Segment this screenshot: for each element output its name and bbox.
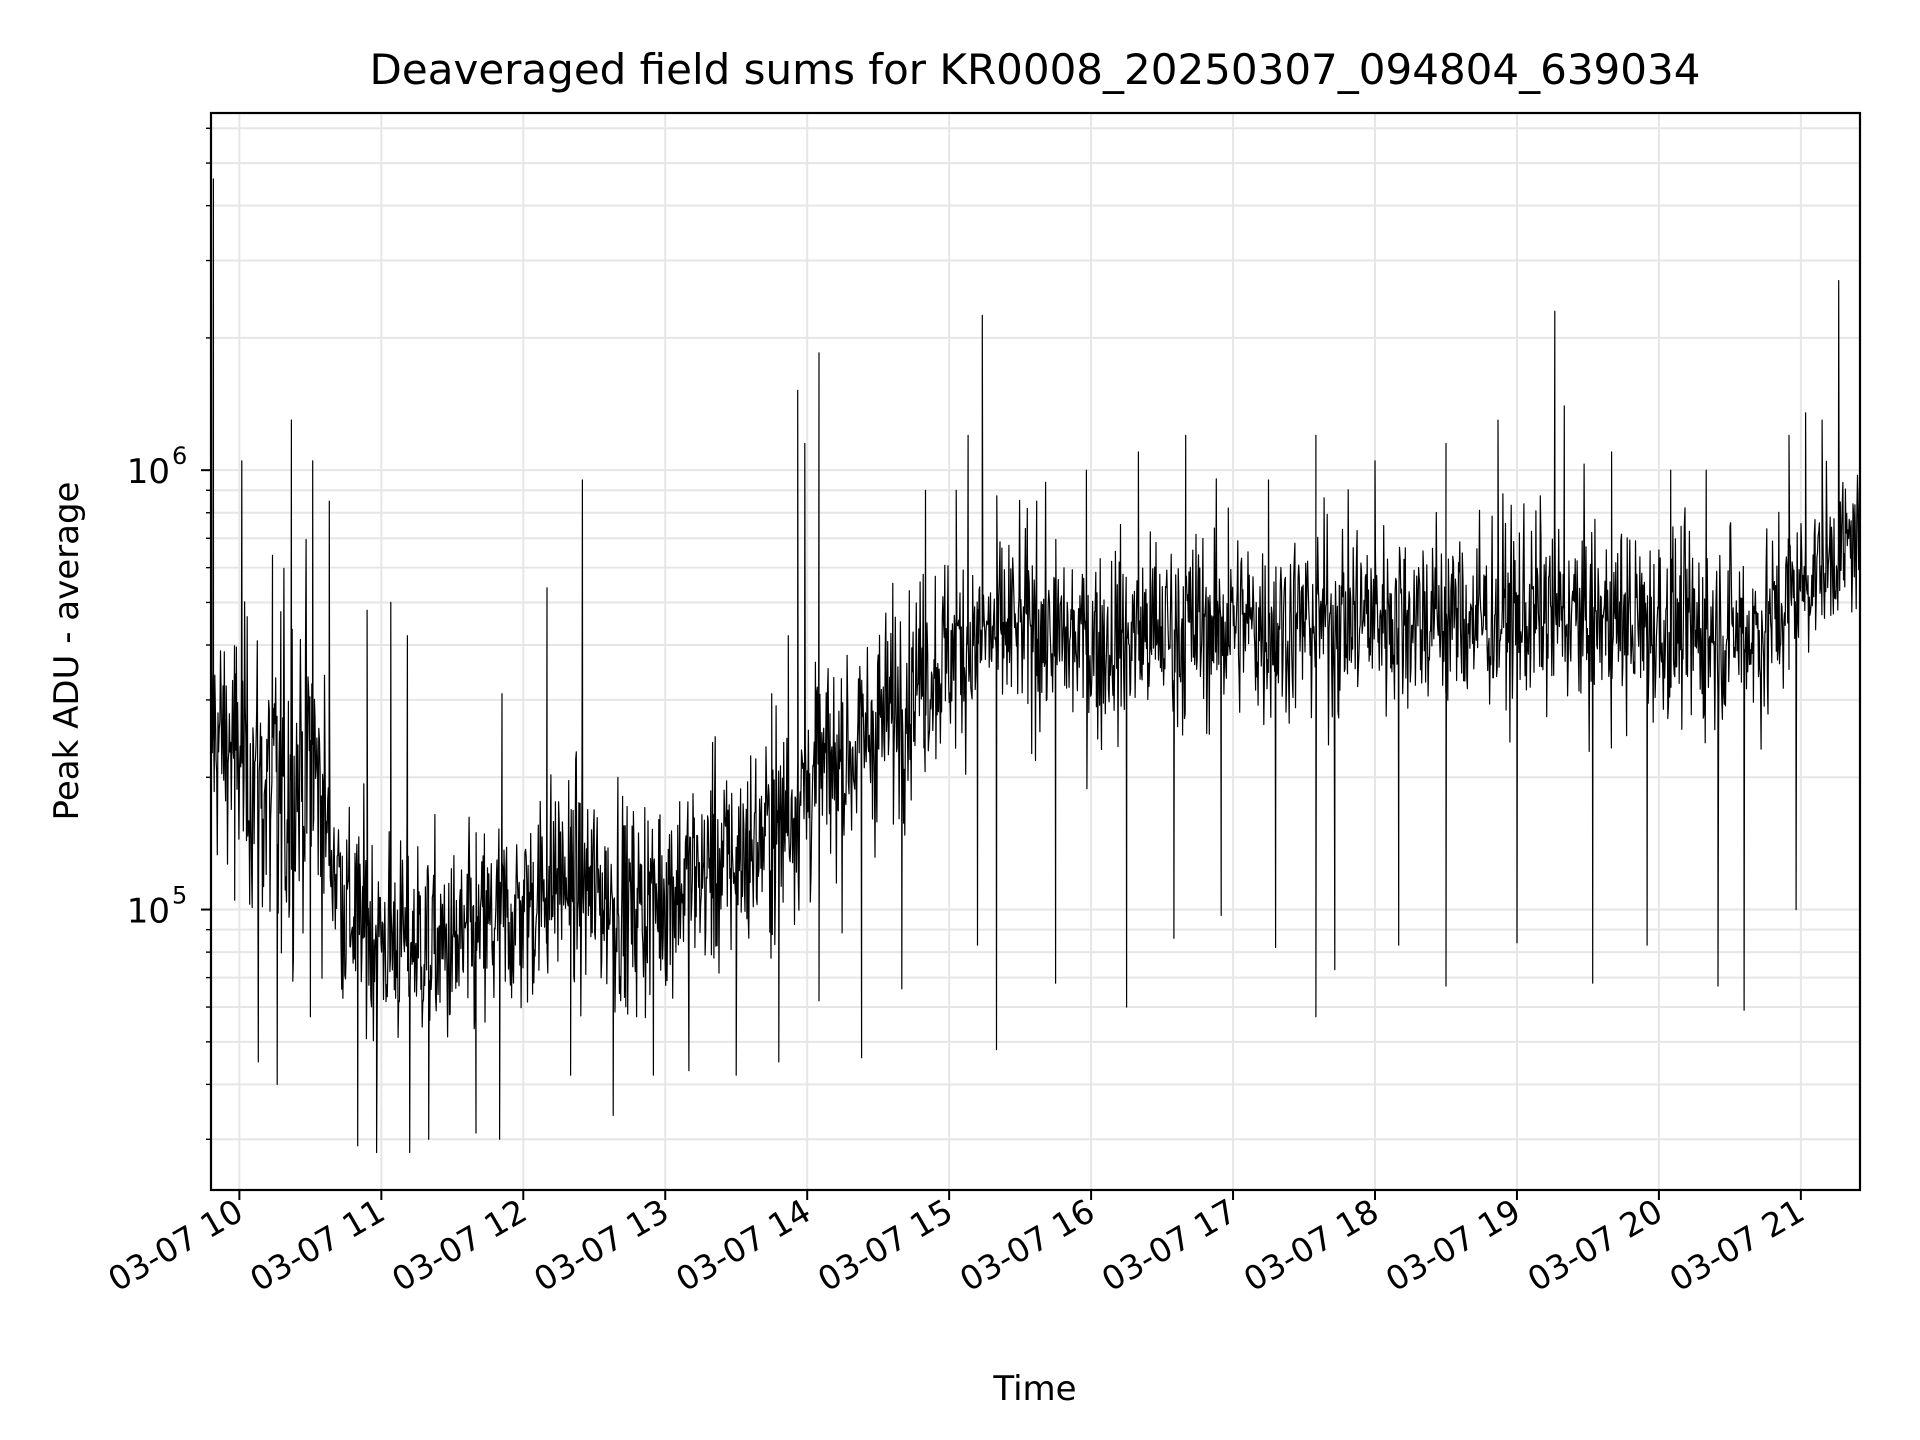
y-tick-label-exponent: 6 [172,442,187,470]
x-axis-label: Time [992,1369,1076,1409]
plot-frame [209,111,1862,1192]
y-tick-label-exponent: 5 [172,882,187,910]
y-tick-label: 10 6 [127,442,188,492]
y-tick-label-base: 10 [127,452,170,492]
y-axis-label: Peak ADU - average [47,482,87,821]
series-path [211,178,1860,1154]
series-line [211,178,1860,1154]
y-tick-label-base: 10 [127,892,170,932]
chart-title: Deaveraged field sums for KR0008_2025030… [370,45,1701,94]
y-tick-label: 10 5 [127,882,188,932]
